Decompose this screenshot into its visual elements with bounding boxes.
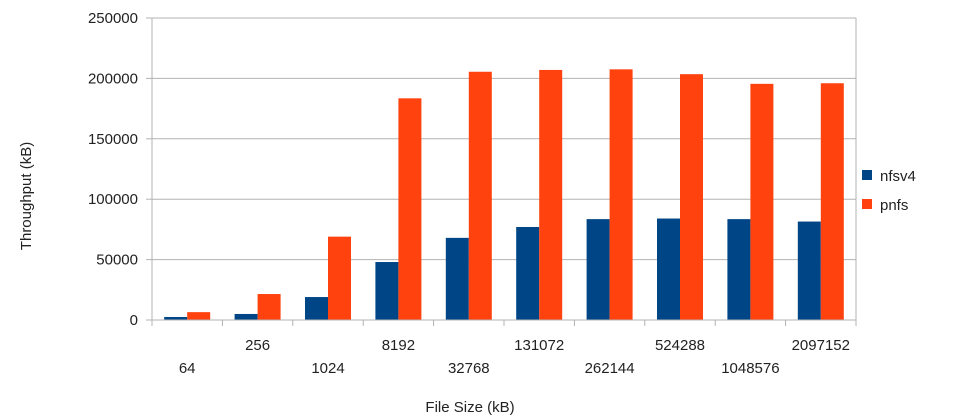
y-axis-title: Throughput (kB): [18, 142, 35, 250]
x-tick-label: 256: [245, 337, 270, 354]
y-tick-labels: 0 50000 100000 150000 200000 250000: [88, 10, 138, 329]
x-tick-label: 2097152: [792, 337, 850, 354]
bar-pnfs-1024: [328, 236, 351, 320]
x-tick-label: 262144: [585, 360, 635, 377]
x-axis-title: File Size (kB): [425, 399, 514, 416]
y-tick-label: 100000: [88, 191, 138, 208]
bar-nfsv4-8192: [375, 262, 399, 320]
bar-nfsv4-524288: [657, 218, 680, 320]
x-tick-label: 8192: [382, 337, 415, 354]
bar-pnfs-32768: [468, 71, 492, 320]
axes: [146, 17, 857, 326]
bar-pnfs-256: [257, 294, 281, 320]
bar-pnfs-524288: [680, 74, 703, 320]
y-tick-label: 200000: [88, 70, 138, 87]
x-tick-labels: 64 256 1024 8192 32768 131072 262144 524288 1048…: [179, 337, 850, 377]
legend-swatch-pnfs: [862, 199, 872, 209]
bar-nfsv4-262144: [586, 219, 610, 320]
bar-pnfs-262144: [609, 69, 633, 320]
bar-pnfs-131072: [539, 69, 563, 320]
bar-nfsv4-32768: [445, 237, 469, 320]
x-tick-label: 131072: [514, 337, 564, 354]
bar-pnfs-8192: [398, 98, 422, 320]
x-tick-label: 1024: [311, 360, 344, 377]
legend: nfsv4 pnfs: [862, 168, 916, 214]
bar-nfsv4-64: [164, 316, 188, 320]
x-tick-label: 524288: [655, 337, 705, 354]
x-tick-label: 1048576: [721, 360, 779, 377]
bar-nfsv4-1024: [305, 297, 328, 320]
bar-pnfs-1048576: [750, 83, 774, 320]
y-tick-label: 250000: [88, 10, 138, 27]
x-tick-label: 64: [179, 360, 196, 377]
x-tick-label: 32768: [448, 360, 490, 377]
bar-pnfs-64: [187, 312, 211, 320]
bar-nfsv4-131072: [516, 226, 540, 320]
y-tick-label: 150000: [88, 131, 138, 148]
legend-label-pnfs: pnfs: [880, 197, 908, 214]
legend-label-nfsv4: nfsv4: [880, 168, 916, 185]
y-tick-label: 0: [130, 312, 138, 329]
legend-swatch-nfsv4: [862, 170, 872, 180]
bar-nfsv4-1048576: [727, 219, 751, 320]
bar-nfsv4-2097152: [797, 221, 821, 320]
bars: [164, 69, 844, 321]
y-tick-label: 50000: [96, 252, 138, 269]
bar-pnfs-2097152: [820, 83, 844, 321]
bar-nfsv4-256: [234, 313, 258, 320]
